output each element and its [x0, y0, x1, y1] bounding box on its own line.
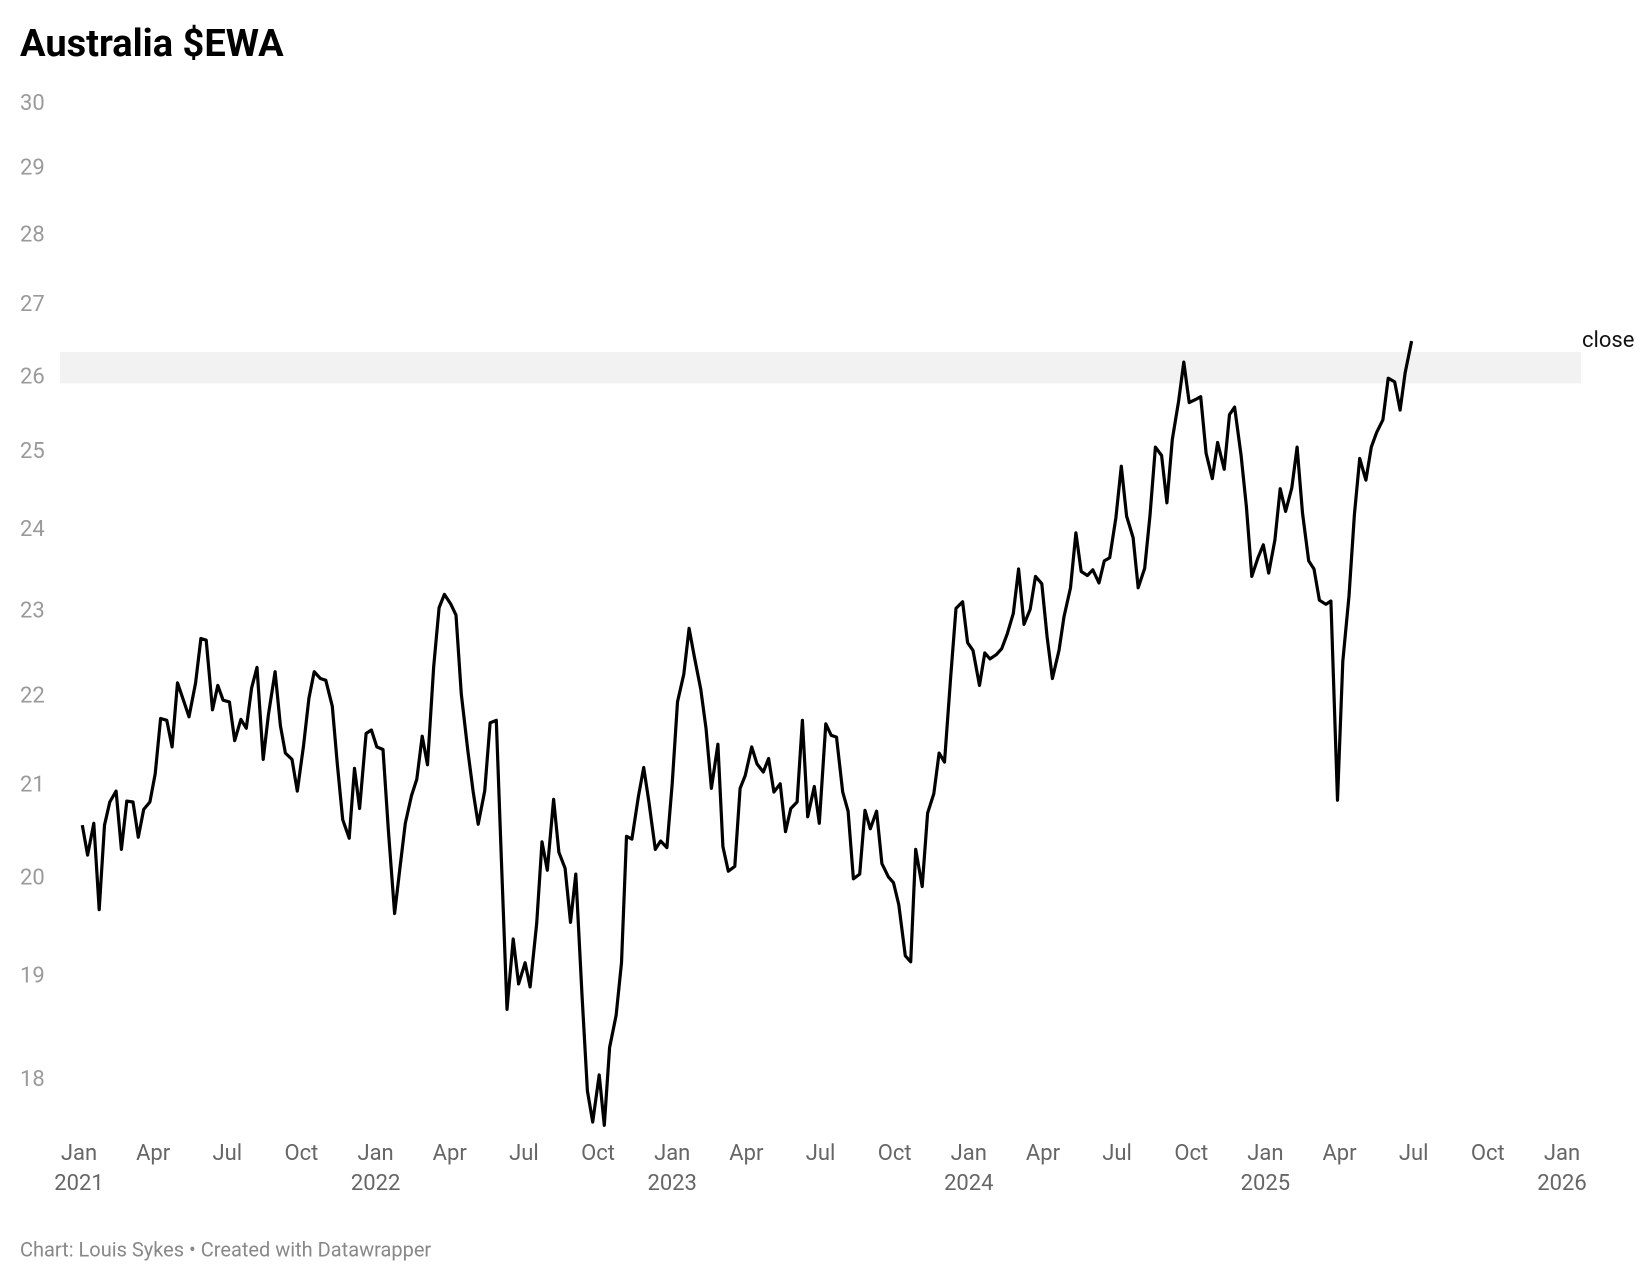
x-tick-label: Jan 2026: [1537, 1141, 1586, 1196]
y-tick-label: 28: [20, 223, 45, 248]
x-tick-label: Jul: [806, 1141, 836, 1166]
y-tick-label: 30: [20, 91, 45, 116]
y-tick-label: 22: [20, 684, 45, 709]
x-tick-label: Oct: [878, 1141, 912, 1166]
y-tick-label: 18: [20, 1067, 45, 1092]
y-tick-label: 26: [20, 364, 45, 389]
series-label: close: [1582, 328, 1634, 353]
x-tick-label: Jul: [212, 1141, 242, 1166]
y-tick-label: 29: [20, 156, 45, 181]
chart-source: Chart: Louis Sykes • Created with Datawr…: [20, 1237, 431, 1261]
x-tick-label: Oct: [1471, 1141, 1505, 1166]
x-tick-label: Oct: [1174, 1141, 1208, 1166]
y-tick-label: 27: [20, 292, 45, 317]
y-tick-label: 25: [20, 439, 45, 464]
x-tick-label: Jul: [1102, 1141, 1132, 1166]
y-tick-label: 23: [20, 599, 45, 624]
y-tick-label: 20: [20, 866, 45, 891]
line-series: [80, 340, 1414, 1127]
y-tick-label: 21: [20, 772, 45, 797]
x-tick-label: Apr: [136, 1141, 171, 1166]
x-tick-label: Jan 2023: [647, 1141, 696, 1196]
y-tick-label: 19: [20, 964, 45, 989]
x-tick-label: Jan 2022: [351, 1141, 400, 1196]
y-tick-label: 24: [20, 517, 45, 542]
x-tick-label: Oct: [285, 1141, 319, 1166]
x-tick-label: Oct: [581, 1141, 615, 1166]
x-tick-label: Apr: [1026, 1141, 1061, 1166]
x-tick-label: Jul: [1399, 1141, 1429, 1166]
highlight-band: [60, 351, 1581, 384]
x-tick-label: Apr: [433, 1141, 468, 1166]
chart-title: Australia $EWA: [20, 22, 284, 66]
x-tick-label: Jan 2021: [54, 1141, 103, 1196]
x-tick-label: Jan 2025: [1241, 1141, 1290, 1196]
x-tick-label: Apr: [1322, 1141, 1357, 1166]
x-tick-label: Apr: [729, 1141, 764, 1166]
x-tick-label: Jul: [509, 1141, 539, 1166]
x-tick-label: Jan 2024: [944, 1141, 993, 1196]
